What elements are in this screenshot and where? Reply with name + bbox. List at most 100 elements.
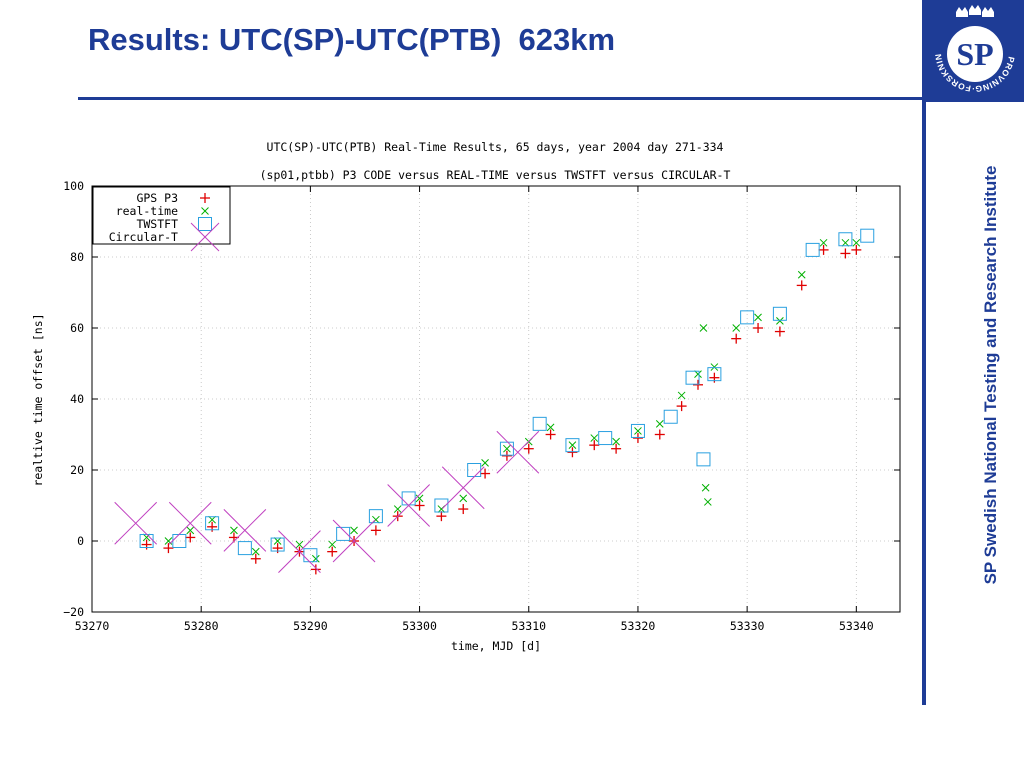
data-point [776, 317, 784, 325]
data-point [589, 440, 600, 451]
data-point [237, 541, 252, 556]
data-point [753, 323, 764, 333]
data-point [654, 429, 665, 440]
data-point [467, 463, 482, 477]
data-point [632, 433, 643, 444]
data-point [707, 367, 722, 382]
data-point [685, 370, 700, 385]
data-point [205, 516, 220, 531]
data-point [415, 494, 424, 503]
sp-logo-graphic: SP PROVNING·FORSKNING [922, 0, 1016, 94]
data-point [754, 313, 762, 322]
data-point [501, 450, 512, 461]
page-title: Results: UTC(SP)-UTC(PTB) 623km [88, 22, 616, 57]
data-point [332, 519, 376, 563]
series-layer [114, 228, 875, 575]
grid [91, 185, 900, 613]
y-tick-label: 60 [70, 321, 84, 335]
data-point [840, 248, 851, 259]
crown-icon [956, 7, 968, 17]
data-point [186, 526, 195, 535]
data-point [693, 379, 703, 390]
data-point [114, 501, 158, 545]
data-point [200, 193, 210, 203]
sp-logo: SP PROVNING·FORSKNING [922, 0, 1024, 102]
data-point [703, 498, 712, 506]
data-point [273, 537, 282, 545]
data-point [350, 526, 358, 535]
chart-subtitle: (sp01,ptbb) P3 CODE versus REAL-TIME ver… [260, 168, 731, 182]
data-point [532, 416, 547, 431]
y-axis-label: realtive time offset [ns] [31, 313, 45, 486]
data-point [327, 546, 338, 557]
legend-label: Circular-T [109, 230, 178, 244]
legend-label: GPS P3 [136, 191, 178, 205]
data-point [805, 242, 820, 257]
data-point [696, 452, 711, 467]
data-point [230, 526, 238, 535]
axis-ticks: 53270 53280 53290 53300 53310 53320 53330 53340… [63, 179, 900, 633]
data-point [565, 438, 580, 453]
data-point [328, 540, 337, 549]
data-point [701, 483, 710, 492]
legend-label: real-time [116, 204, 178, 218]
series-real-time [142, 238, 861, 563]
chart-title: UTC(SP)-UTC(PTB) Real-Time Results, 65 d… [267, 140, 724, 154]
data-point [163, 543, 174, 554]
data-point [612, 437, 620, 446]
data-point [208, 515, 216, 524]
data-point [295, 540, 304, 549]
data-point [545, 429, 556, 440]
data-point [841, 238, 850, 247]
data-point [172, 534, 187, 548]
data-point [311, 554, 320, 563]
data-point [731, 333, 742, 344]
data-point [185, 532, 196, 543]
data-point [567, 447, 578, 458]
data-point [851, 244, 862, 255]
series-gps-p3 [141, 244, 862, 575]
y-tick-label: 0 [77, 534, 84, 548]
data-point [496, 430, 540, 474]
data-point [251, 547, 260, 556]
data-point [499, 441, 514, 456]
side-divider [922, 0, 926, 705]
data-point [663, 409, 678, 424]
data-point [310, 564, 321, 575]
data-point [414, 500, 425, 511]
crown-icon [982, 7, 994, 17]
x-tick-label: 53280 [184, 619, 219, 633]
data-point [860, 228, 875, 243]
data-point [459, 494, 468, 503]
data-point [774, 326, 785, 337]
data-point [436, 511, 447, 522]
data-point [434, 498, 449, 513]
data-point [655, 419, 664, 428]
data-point [598, 431, 613, 446]
svg-text:SP: SP [956, 36, 993, 72]
data-point [142, 533, 151, 542]
data-point [523, 443, 534, 454]
data-point [207, 521, 218, 532]
data-point [796, 280, 807, 291]
data-point [568, 441, 577, 450]
data-point [336, 526, 351, 541]
data-point [272, 543, 283, 554]
data-point [303, 548, 318, 563]
x-tick-label: 53330 [730, 619, 765, 633]
data-point [441, 466, 485, 510]
x-tick-label: 53270 [75, 619, 110, 633]
y-tick-label: 20 [70, 463, 84, 477]
legend-label: TWSTFT [136, 217, 178, 231]
data-point [278, 530, 321, 574]
institute-name: SP Swedish National Testing and Research… [981, 165, 1000, 585]
data-point [838, 232, 853, 247]
y-tick-label: 80 [70, 250, 84, 264]
crown-icon [969, 5, 981, 15]
data-point [590, 434, 599, 442]
data-point [818, 244, 829, 255]
data-point [546, 423, 555, 432]
data-point [634, 427, 642, 435]
data-point [458, 504, 469, 515]
